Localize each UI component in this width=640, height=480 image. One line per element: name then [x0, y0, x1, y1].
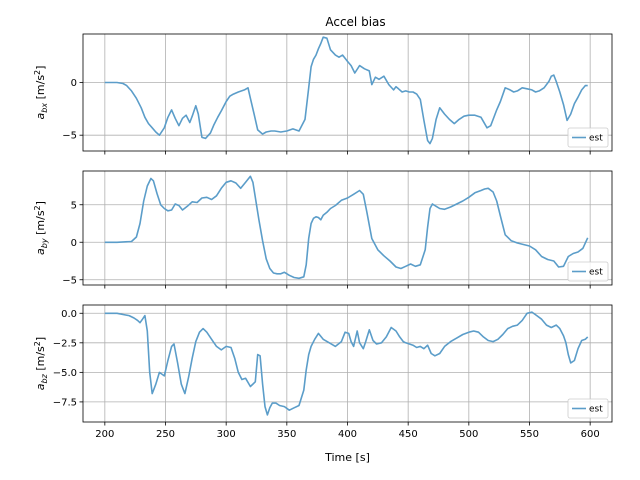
- series-line-est: [104, 311, 589, 416]
- legend-label: est: [589, 268, 603, 278]
- x-tick-label: 450: [399, 429, 418, 440]
- subplot-3: 0.0 −2.5 −5.0 −7.5 abz [m/s2] est 200 250 300 350…: [33, 304, 613, 464]
- legend-box: [567, 261, 609, 282]
- figure-title: Accel bias: [325, 15, 385, 29]
- legend-box: [567, 127, 609, 148]
- y-tick-label: −2.5: [53, 338, 77, 349]
- y-tick-label: 0.0: [61, 309, 77, 320]
- y-tick-label: −5.0: [53, 368, 77, 379]
- y-tick-label: −5: [62, 131, 77, 142]
- y-tick-label: 0: [71, 238, 77, 249]
- legend: est: [567, 127, 609, 148]
- y-axis-label: abz [m/s2]: [33, 337, 49, 390]
- axes-frame: [82, 170, 613, 286]
- legend-box: [567, 398, 609, 419]
- axes-frame: [82, 304, 613, 423]
- series-line-est: [104, 175, 589, 280]
- legend: est: [567, 398, 609, 419]
- series-line-est: [104, 36, 588, 145]
- legend: est: [567, 261, 609, 282]
- subplot-2: 5 0 −5 aby [m/s2] est: [33, 170, 613, 289]
- y-axis-label: abx [m/s2]: [33, 66, 49, 120]
- x-tick-label: 400: [338, 429, 357, 440]
- x-tick-label: 600: [581, 429, 600, 440]
- x-tick-label: 200: [95, 429, 114, 440]
- y-tick-label: −7.5: [53, 397, 77, 408]
- subplot-1: 0 −5 abx [m/s2] est: [33, 33, 613, 155]
- x-tick-label: 550: [520, 429, 539, 440]
- x-axis-label: Time [s]: [324, 451, 370, 464]
- x-tick-label: 500: [459, 429, 478, 440]
- axes-frame: [82, 33, 613, 152]
- legend-label: est: [589, 405, 603, 415]
- subplot-panels: 0 −5 abx [m/s2] est 5 0 −5 aby [m/s2] est 0.0 −2.5…: [33, 33, 613, 464]
- x-tick-label: 250: [156, 429, 175, 440]
- x-tick-label: 350: [277, 429, 296, 440]
- y-tick-label: 5: [71, 200, 77, 211]
- y-axis-label: aby [m/s2]: [33, 201, 49, 255]
- legend-label: est: [589, 134, 603, 144]
- x-tick-label: 300: [217, 429, 236, 440]
- y-tick-label: 0: [71, 78, 77, 89]
- y-tick-label: −5: [62, 275, 77, 286]
